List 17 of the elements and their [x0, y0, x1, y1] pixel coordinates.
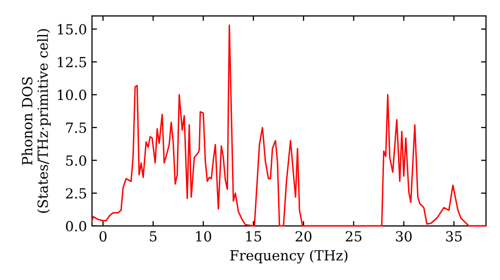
y-tick-label: 10.0	[58, 90, 86, 100]
y-axis-title: Phonon DOS (States/THz·primitive cell)	[22, 29, 51, 213]
x-tick-label: 5	[150, 231, 156, 242]
y-tick-label: 0.0	[66, 220, 86, 232]
x-tick-label: 20	[296, 231, 312, 242]
x-tick-label: 35	[446, 231, 462, 242]
x-tick-label: 0	[100, 231, 107, 242]
x-tick-label: 10	[196, 231, 212, 242]
x-tick-label: 15	[246, 231, 262, 242]
x-tick-label: 25	[346, 231, 362, 242]
y-tick-label: 15.0	[58, 24, 86, 35]
y-tick-label: 2.5	[66, 188, 86, 199]
x-tick-label: 30	[396, 231, 412, 242]
y-tick-label: 5.0	[66, 155, 86, 166]
y-tick-label: 12.5	[58, 56, 86, 68]
y-tick-label: 7.5	[66, 122, 86, 133]
x-axis-title: Frequency (THz)	[230, 250, 348, 264]
